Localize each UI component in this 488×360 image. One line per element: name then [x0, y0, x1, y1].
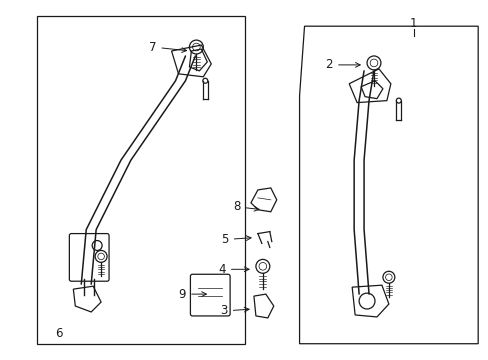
- Text: 5: 5: [221, 233, 250, 246]
- Text: 6: 6: [55, 327, 62, 340]
- Text: 1: 1: [409, 17, 417, 30]
- Text: 3: 3: [220, 305, 248, 318]
- Bar: [37, 16, 244, 344]
- Text: 4: 4: [218, 263, 248, 276]
- Text: 9: 9: [179, 288, 206, 301]
- Text: 2: 2: [325, 58, 360, 71]
- Text: 7: 7: [149, 41, 186, 54]
- Text: 8: 8: [233, 200, 259, 213]
